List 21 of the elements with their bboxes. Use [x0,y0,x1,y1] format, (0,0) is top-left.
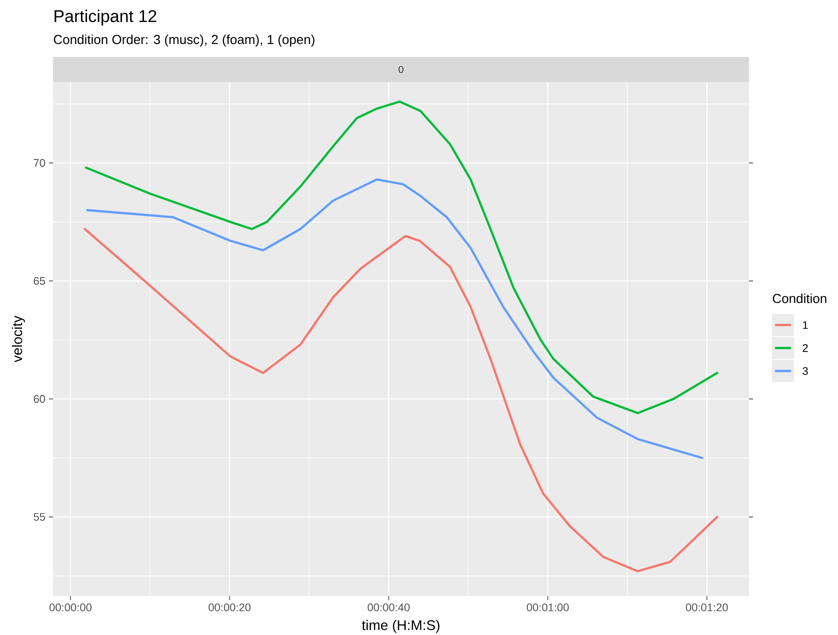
y-tick-label: 70 [34,159,46,167]
x-tick-label: 00:00:40 [368,603,410,612]
line-series [84,100,718,414]
legend-label: 2 [802,344,808,352]
text: 0 [398,66,404,74]
x-tick-label: 00:01:20 [686,603,728,612]
x-tick-label: 00:01:00 [526,603,569,612]
chart-subtitle: Condition Order: 3 (musc), 2 (foam), 1 (open) [54,34,314,47]
chart-title: Participant 12 [54,10,156,26]
line-series [84,228,718,572]
x-axis-title: time (H:M:S) [362,620,440,633]
x-tick-label: 00:00:00 [50,603,92,612]
x-tick-label: 00:00:20 [208,603,251,612]
y-tick-label: 55 [34,513,46,521]
legend-title: Condition [772,294,826,304]
y-axis-title: velocity [12,316,25,362]
y-tick-label: 60 [34,395,46,403]
y-tick-label: 65 [34,277,46,285]
line-series [86,178,704,460]
legend-label: 3 [802,367,808,375]
legend-label: 1 [803,321,808,329]
